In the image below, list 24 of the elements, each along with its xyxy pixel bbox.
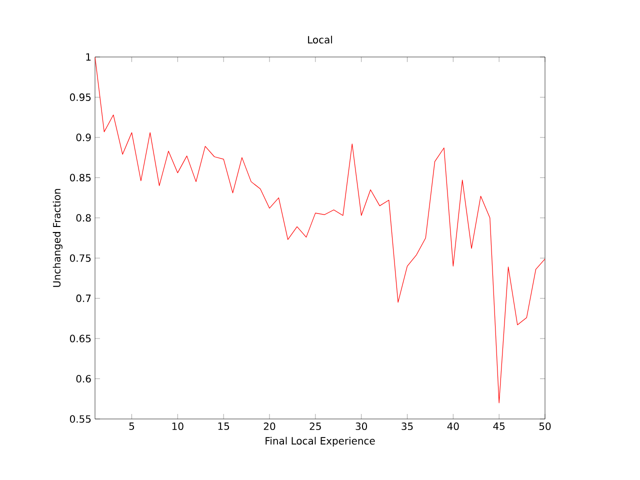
x-tick-label: 30 [356,422,368,430]
x-tick-label: 50 [539,422,551,430]
y-tick-label: 1 [86,53,91,61]
x-tick-label: 15 [218,422,230,430]
x-tick-label: 45 [493,422,505,430]
chart-title: Local [308,36,332,44]
y-tick-label: 0.9 [76,134,91,142]
y-tick-label: 0.55 [70,415,91,423]
x-tick-label: 20 [264,422,276,430]
y-tick-label: 0.65 [70,334,91,342]
y-tick-label: 0.7 [76,294,91,302]
y-axis-title: Unchanged Fraction [52,189,62,287]
x-tick-label: 35 [402,422,413,430]
x-axis-title: Final Local Experience [266,436,375,447]
y-tick-label: 0.75 [70,254,91,262]
y-tick-label: 0.6 [76,374,91,383]
y-tick-label: 0.8 [76,214,91,222]
x-tick-label: 5 [129,422,134,430]
x-tick-label: 25 [310,422,321,430]
line-series [95,56,545,404]
y-tick-label: 0.95 [70,93,91,101]
x-tick-label: 10 [172,422,184,430]
y-tick-label: 0.85 [70,174,91,182]
x-tick-label: 40 [447,422,459,430]
